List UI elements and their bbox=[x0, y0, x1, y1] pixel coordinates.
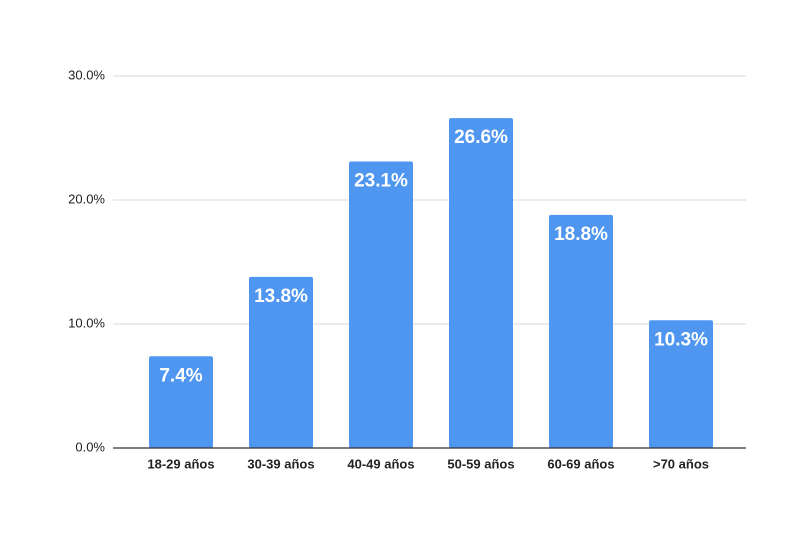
x-tick-label: >70 años bbox=[653, 456, 709, 471]
data-label: 18.8% bbox=[554, 224, 608, 245]
x-tick-label: 18-29 años bbox=[147, 456, 214, 471]
x-tick-label: 60-69 años bbox=[547, 456, 614, 471]
bar bbox=[149, 356, 213, 448]
x-tick-label: 30-39 años bbox=[247, 456, 314, 471]
data-label: 10.3% bbox=[654, 329, 708, 350]
data-label: 13.8% bbox=[254, 286, 308, 307]
x-tick-label: 50-59 años bbox=[447, 456, 514, 471]
data-label: 26.6% bbox=[454, 127, 508, 148]
bar bbox=[549, 214, 613, 448]
bar bbox=[649, 320, 713, 448]
x-tick-label: 40-49 años bbox=[347, 456, 414, 471]
data-label: 23.1% bbox=[354, 171, 408, 192]
y-tick-label: 0.0% bbox=[75, 439, 105, 454]
y-tick-label: 10.0% bbox=[68, 315, 105, 330]
bar bbox=[349, 161, 413, 448]
y-tick-label: 30.0% bbox=[68, 67, 105, 82]
data-label: 7.4% bbox=[159, 365, 202, 386]
bar bbox=[249, 276, 313, 448]
y-tick-label: 20.0% bbox=[68, 191, 105, 206]
bar bbox=[449, 118, 513, 448]
